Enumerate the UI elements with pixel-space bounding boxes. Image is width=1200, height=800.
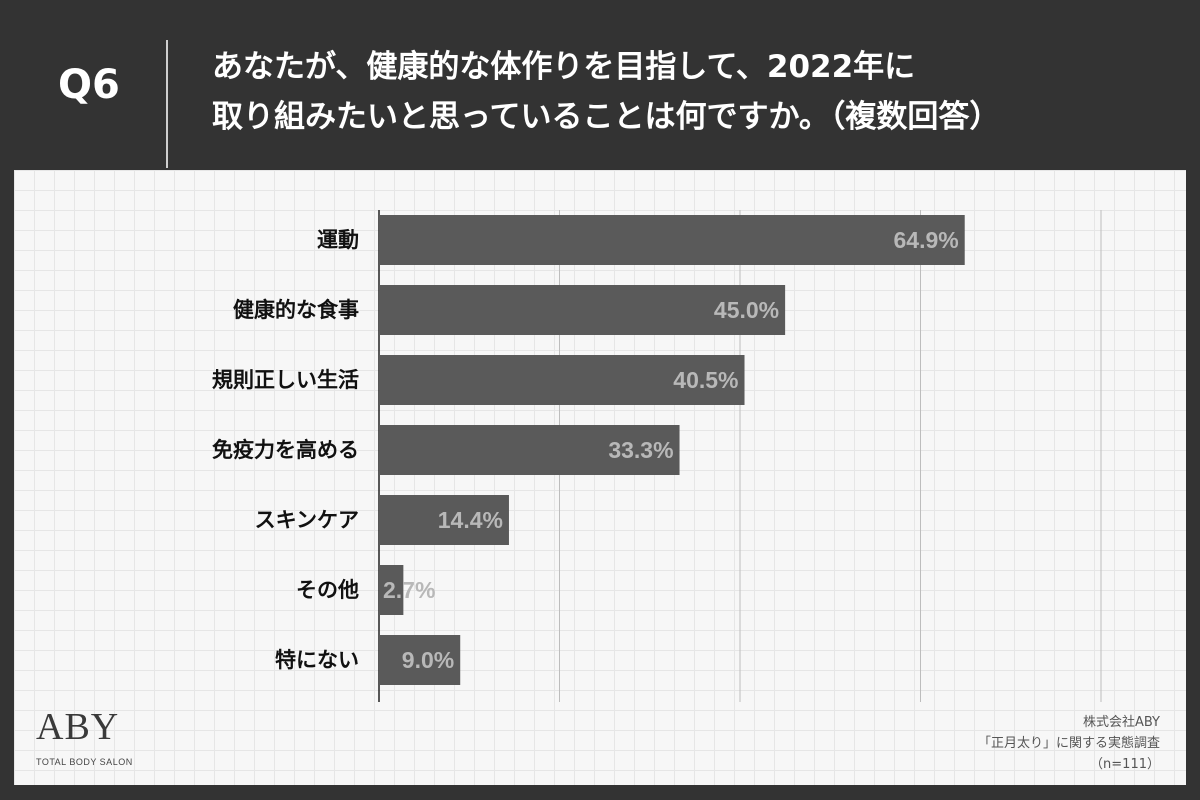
category-label: 特にない [275,648,359,672]
bar-chart: 運動 64.9% 健康的な食事 45.0% 規則正しい生活 40.5% 免疫力を高める 33.… [212,210,1102,702]
bar [379,565,404,615]
chart-panel: 運動 64.9% 健康的な食事 45.0% 規則正しい生活 40.5% 免疫力を高める 33.… [14,170,1186,785]
bar [379,215,965,265]
header-divider [166,40,168,168]
bar [379,425,680,475]
source-survey: 「正月太り」に関する実態調査 [977,736,1160,751]
bar [379,495,509,545]
category-label: 運動 [317,228,359,252]
category-label: スキンケア [255,508,359,532]
value-label: 45.0% [714,297,779,323]
question-title-line2: 取り組みたいと思っていることは何ですか。（複数回答） [212,99,1001,135]
question-title: あなたが、健康的な体作りを目指して、2022年に 取り組みたいと思っていることは… [212,42,1172,142]
bar [379,285,786,335]
value-label: 64.9% [894,227,959,253]
category-label: 規則正しい生活 [212,368,359,392]
category-label: 健康的な食事 [233,298,359,322]
category-label: その他 [296,578,359,602]
question-number: Q6 [58,62,120,108]
aby-logo-subtitle: TOTAL BODY SALON [36,757,133,767]
value-label: 33.3% [608,437,673,463]
bar [379,355,745,405]
header: Q6 あなたが、健康的な体作りを目指して、2022年に 取り組みたいと思っている… [0,0,1200,170]
value-label: 2.7% [383,577,435,603]
source-sample: （n=111） [1090,757,1160,772]
aby-logo: ABY [36,706,120,748]
question-title-line1: あなたが、健康的な体作りを目指して、2022年に [212,49,916,85]
source-company: 株式会社ABY [1082,715,1160,730]
value-label: 9.0% [402,647,454,673]
value-label: 40.5% [673,367,738,393]
source-note: 株式会社ABY 「正月太り」に関する実態調査 （n=111） [978,712,1160,775]
category-label: 免疫力を高める [212,438,359,462]
value-label: 14.4% [438,507,503,533]
bar [379,635,461,685]
